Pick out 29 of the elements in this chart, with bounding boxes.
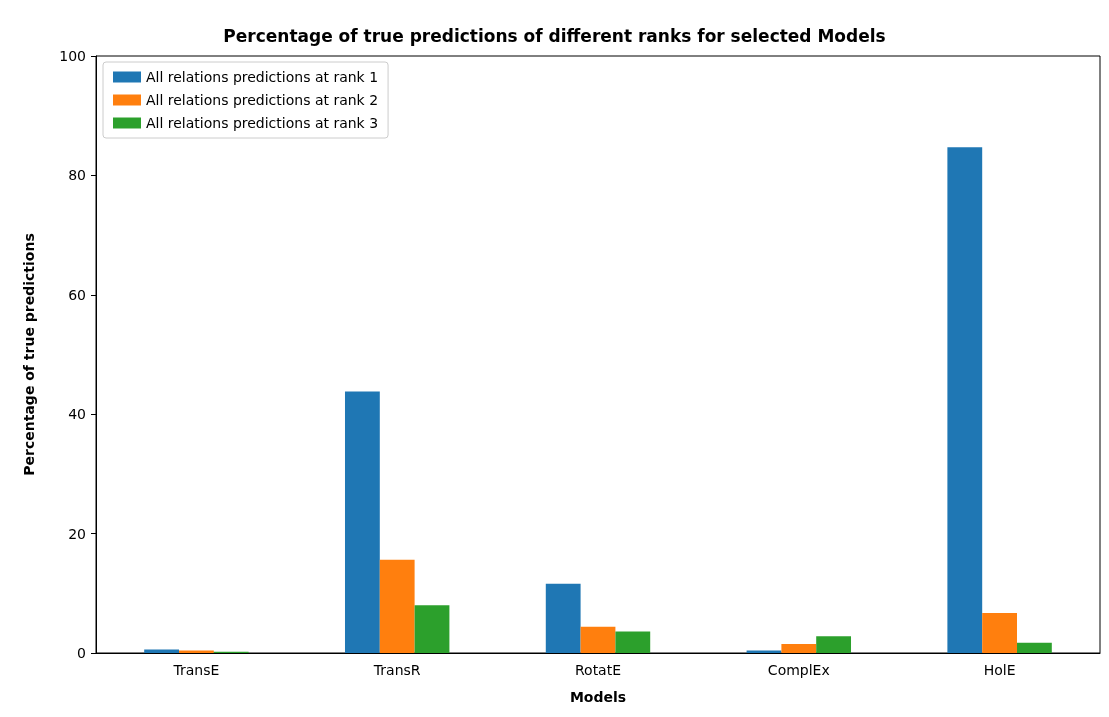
bar: [781, 644, 817, 653]
y-tick-label: 80: [68, 167, 86, 184]
y-tick-label: 40: [68, 406, 86, 423]
x-tick-label: HolE: [983, 662, 1016, 678]
bar: [580, 626, 616, 653]
bar: [414, 605, 450, 653]
bar: [144, 649, 179, 653]
bar: [615, 631, 651, 653]
bar: [545, 583, 581, 653]
x-tick-label: RotatE: [574, 662, 622, 678]
y-tick-label: 100: [59, 48, 86, 64]
bar: [1017, 642, 1052, 653]
chart-title: Percentage of true predictions of different ranks for selected Models: [223, 25, 886, 46]
legend-label: All relations predictions at rank 3: [146, 115, 379, 131]
y-axis-title: Percentage of true predictions: [21, 233, 37, 476]
y-tick-label: 60: [68, 286, 86, 303]
bar: [982, 613, 1017, 653]
x-tick-label: TransR: [372, 662, 421, 678]
legend-label: All relations predictions at rank 1: [146, 69, 379, 85]
x-axis-title: Models: [569, 689, 627, 705]
legend-label: All relations predictions at rank 2: [146, 92, 379, 108]
bar: [816, 636, 852, 653]
bar: [344, 391, 380, 653]
x-tick-label: TransE: [172, 662, 220, 678]
x-tick-label: ComplEx: [767, 662, 830, 678]
y-tick-label: 0: [77, 645, 86, 661]
y-tick-label: 20: [68, 525, 86, 542]
bar: [947, 147, 983, 653]
bar: [379, 559, 415, 653]
